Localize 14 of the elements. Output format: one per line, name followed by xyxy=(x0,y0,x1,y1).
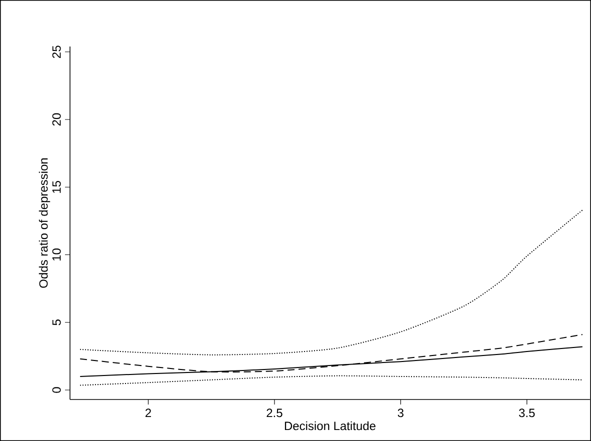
y-tick-label: 5 xyxy=(52,320,61,326)
x-tick-label: 3 xyxy=(398,408,404,418)
x-tick-label: 2.5 xyxy=(266,408,282,418)
line-series xyxy=(80,375,583,386)
y-tick-label: 15 xyxy=(52,180,61,193)
x-axis-title: Decision Latitude xyxy=(284,421,376,430)
x-tick-label: 3.5 xyxy=(519,408,535,418)
line-series xyxy=(80,210,583,356)
y-tick-label: 25 xyxy=(52,46,61,58)
y-tick-label: 10 xyxy=(52,248,61,261)
x-tick-label: 2 xyxy=(146,408,151,418)
y-axis-title: Odds ratio of depression xyxy=(38,158,50,288)
y-tick-label: 20 xyxy=(52,113,61,126)
y-tick-label: 0 xyxy=(52,387,61,393)
